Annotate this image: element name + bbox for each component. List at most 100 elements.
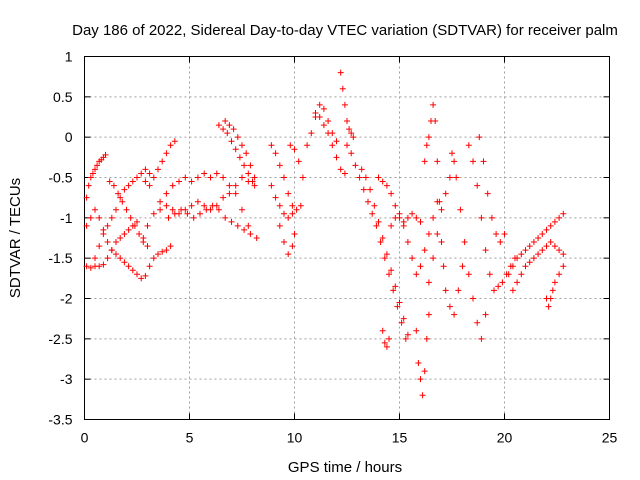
series-arc29 [476, 134, 508, 246]
data-point-marker [304, 142, 311, 149]
data-point-marker [146, 170, 153, 177]
data-point-marker [379, 235, 386, 241]
data-point-marker [501, 230, 508, 237]
data-point-marker [167, 142, 174, 149]
data-point-marker [455, 287, 462, 294]
data-point-marker [226, 190, 233, 197]
data-point-marker [134, 174, 140, 181]
data-point-marker [96, 243, 103, 250]
data-point-marker [404, 331, 411, 338]
series-arc6 [142, 138, 178, 189]
data-point-marker [526, 259, 533, 266]
data-point-marker [484, 190, 491, 197]
data-point-marker [409, 210, 416, 217]
data-point-marker [222, 214, 229, 221]
data-point-marker [215, 206, 222, 213]
data-point-marker [92, 255, 98, 262]
data-point-marker [184, 210, 191, 217]
data-point-marker [228, 138, 235, 145]
data-point-marker [157, 198, 164, 205]
data-point-marker [514, 255, 521, 262]
data-point-marker [560, 263, 567, 270]
data-point-marker [425, 134, 432, 141]
data-point-marker [117, 235, 124, 241]
data-point-marker [281, 174, 287, 181]
y-tick-label: -2.5 [48, 331, 72, 347]
data-point-marker [182, 174, 189, 181]
data-point-marker [131, 222, 138, 229]
data-point-marker [100, 261, 107, 268]
data-point-marker [213, 170, 220, 177]
data-point-marker [549, 287, 556, 294]
data-point-marker [530, 239, 537, 246]
data-point-marker [176, 178, 182, 185]
data-point-marker [438, 239, 445, 246]
data-point-marker [325, 118, 332, 125]
data-point-marker [383, 251, 390, 258]
data-point-marker [539, 230, 546, 237]
series-arc26 [425, 158, 458, 286]
data-point-marker [106, 178, 113, 185]
data-point-marker [150, 174, 157, 181]
data-point-marker [539, 247, 546, 254]
x-tick-label: 25 [602, 430, 618, 446]
data-point-marker [125, 182, 132, 189]
data-point-marker [404, 214, 411, 221]
chart-title: Day 186 of 2022, Sidereal Day-to-day VTE… [72, 22, 618, 39]
data-point-marker [556, 247, 563, 254]
series-arc31 [509, 239, 567, 294]
data-point-marker [413, 327, 420, 334]
data-point-marker [92, 166, 98, 173]
data-point-marker [545, 303, 552, 310]
data-point-marker [388, 190, 395, 197]
data-point-marker [239, 206, 245, 213]
series-arc23 [388, 198, 441, 278]
data-point-marker [287, 142, 294, 149]
data-point-marker [276, 202, 283, 209]
data-point-marker [379, 327, 386, 334]
y-tick-label: -3 [60, 371, 73, 387]
data-point-marker [356, 174, 363, 181]
data-point-marker [474, 182, 481, 189]
data-point-marker [482, 311, 489, 318]
data-point-marker [245, 170, 252, 177]
x-axis-label: GPS time / hours [288, 459, 402, 476]
y-tick-label: 1 [65, 49, 73, 65]
data-point-marker [171, 210, 178, 217]
data-point-marker [371, 202, 378, 209]
data-point-marker [215, 122, 222, 129]
data-point-marker [350, 134, 357, 141]
data-point-marker [333, 138, 340, 145]
series-arc27 [449, 150, 489, 342]
data-point-marker [159, 158, 166, 165]
data-point-marker [348, 130, 355, 137]
data-point-marker [551, 218, 558, 225]
data-point-marker [108, 214, 115, 221]
data-point-marker [375, 174, 382, 181]
data-point-marker [169, 206, 176, 213]
data-point-marker [134, 218, 140, 225]
data-point-marker [289, 243, 296, 250]
data-point-marker [155, 166, 161, 173]
data-point-marker [188, 178, 195, 185]
data-point-marker [232, 190, 239, 197]
data-point-marker [449, 150, 455, 157]
y-tick-label: -2 [60, 291, 73, 307]
data-point-marker [394, 303, 401, 310]
data-point-marker [476, 134, 483, 141]
data-point-marker [430, 101, 437, 108]
data-point-marker [400, 222, 407, 229]
data-point-marker [285, 214, 292, 221]
data-point-marker [220, 194, 227, 201]
data-point-marker [518, 271, 525, 278]
data-point-marker [83, 263, 90, 270]
data-point-marker [197, 210, 203, 217]
data-point-marker [226, 122, 233, 129]
data-point-marker [121, 259, 128, 266]
data-point-marker [140, 235, 147, 241]
data-point-marker [451, 158, 458, 165]
data-point-marker [268, 142, 275, 149]
data-point-marker [220, 126, 227, 133]
data-point-marker [434, 230, 441, 237]
data-point-marker [316, 101, 323, 108]
